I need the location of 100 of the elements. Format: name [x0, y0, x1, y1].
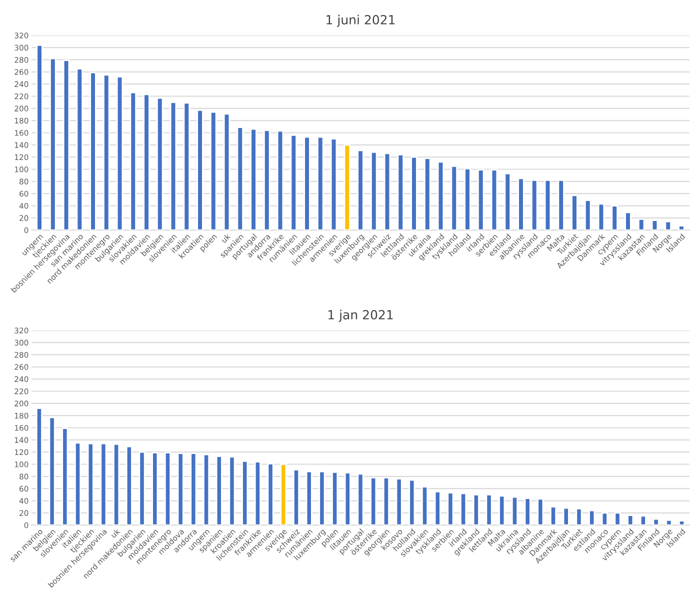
chart-title: 1 juni 2021 — [326, 14, 395, 27]
bar — [236, 126, 244, 230]
bar — [164, 452, 171, 526]
bar — [530, 180, 538, 230]
bar — [254, 461, 261, 526]
bar — [576, 508, 582, 526]
bar — [344, 472, 351, 526]
bar — [410, 156, 418, 230]
bar — [511, 496, 518, 526]
bar — [490, 169, 498, 230]
bar — [290, 134, 297, 230]
bar — [421, 486, 428, 526]
bar — [190, 452, 197, 526]
bar — [48, 416, 56, 526]
bar — [330, 138, 338, 230]
bar — [130, 92, 137, 230]
bar — [292, 469, 300, 526]
bar — [276, 130, 284, 230]
bar — [498, 495, 506, 526]
bar — [678, 520, 686, 526]
bar — [544, 180, 552, 230]
bar — [76, 68, 84, 230]
bar — [138, 451, 146, 526]
bar — [558, 180, 564, 230]
bar — [210, 111, 217, 230]
bar — [126, 446, 132, 526]
bar — [627, 514, 634, 526]
bar — [396, 478, 402, 526]
bar — [640, 515, 646, 526]
bar — [588, 510, 596, 526]
bar — [100, 442, 107, 526]
bar — [304, 136, 310, 230]
bar — [518, 178, 524, 230]
bar — [177, 452, 184, 526]
bar — [450, 166, 458, 230]
bar — [332, 471, 338, 526]
bar — [152, 452, 158, 526]
bar — [62, 60, 70, 230]
bar — [370, 152, 378, 230]
bar — [382, 476, 390, 526]
bar — [143, 94, 150, 230]
bar — [370, 476, 377, 526]
bar — [408, 479, 416, 526]
bar — [584, 200, 592, 230]
bar — [62, 428, 68, 526]
bar — [357, 150, 364, 230]
bar — [614, 512, 621, 526]
bar — [397, 154, 404, 230]
bar — [678, 225, 685, 230]
bar — [170, 102, 177, 230]
bar — [437, 161, 444, 230]
chart-title: 1 jan 2021 — [328, 310, 393, 322]
bar — [223, 113, 230, 230]
bar — [87, 442, 94, 526]
bar — [242, 460, 248, 526]
bar — [306, 470, 312, 526]
bar — [598, 203, 605, 230]
bar — [203, 454, 210, 526]
bar — [434, 490, 441, 526]
bar — [664, 220, 672, 230]
bar — [357, 473, 364, 526]
bar — [267, 462, 274, 526]
bar — [472, 494, 480, 526]
bar — [477, 169, 484, 230]
bar — [36, 44, 43, 230]
bar — [624, 212, 632, 230]
bar — [280, 464, 287, 526]
bar — [50, 58, 56, 230]
bar — [611, 205, 618, 230]
bar — [537, 498, 544, 526]
bar — [344, 144, 350, 230]
bar — [460, 492, 467, 526]
bar — [562, 507, 570, 526]
bar — [486, 494, 492, 526]
bar — [183, 102, 190, 230]
bar — [264, 130, 270, 230]
bar — [384, 152, 391, 230]
bar — [601, 512, 608, 526]
bar — [447, 492, 454, 526]
bar — [317, 136, 324, 230]
bar — [666, 520, 672, 526]
bar — [156, 97, 164, 230]
bar — [228, 456, 236, 526]
bar — [113, 443, 120, 526]
bar — [651, 220, 658, 230]
bar — [524, 498, 531, 526]
bar — [116, 76, 124, 230]
bar — [550, 506, 557, 526]
bar — [250, 128, 257, 230]
bar — [504, 172, 511, 230]
bar — [36, 408, 42, 526]
bar — [638, 218, 645, 230]
bar — [318, 470, 326, 526]
bar — [464, 168, 471, 230]
bar — [216, 456, 222, 526]
bar — [196, 110, 204, 230]
bar — [424, 158, 431, 230]
bar — [652, 518, 660, 526]
bar — [74, 442, 82, 526]
bar — [103, 74, 110, 230]
